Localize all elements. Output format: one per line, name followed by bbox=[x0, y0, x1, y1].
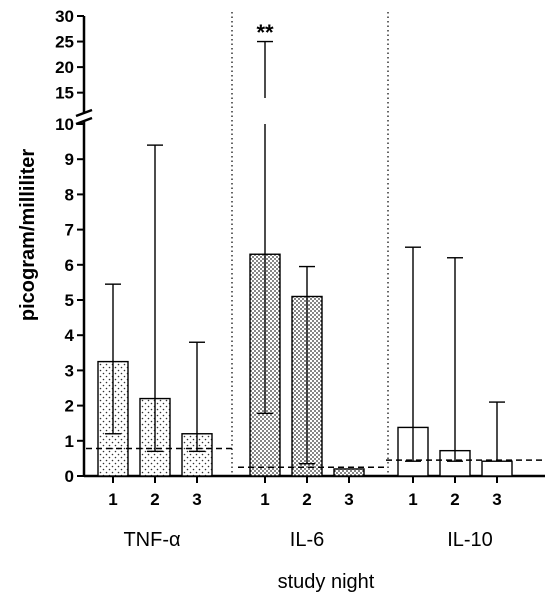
group-label: TNF-α bbox=[123, 529, 180, 551]
y-tick-label: 6 bbox=[65, 256, 74, 275]
bar bbox=[333, 468, 365, 477]
x-axis-label: study night bbox=[278, 571, 375, 593]
y-tick-label: 20 bbox=[55, 58, 74, 77]
x-tick-label: 3 bbox=[492, 490, 501, 509]
y-tick-label: 25 bbox=[55, 33, 74, 52]
x-tick-label: 2 bbox=[302, 490, 311, 509]
bars bbox=[97, 253, 513, 477]
y-tick-label: 15 bbox=[55, 84, 74, 103]
y-tick-label: 10 bbox=[55, 115, 74, 134]
x-tick-label: 2 bbox=[150, 490, 159, 509]
y-tick-label: 8 bbox=[65, 185, 74, 204]
significance-annotation: ** bbox=[256, 20, 274, 45]
y-tick-label: 1 bbox=[65, 432, 74, 451]
group-label: IL-6 bbox=[290, 529, 324, 551]
x-tick-label: 3 bbox=[344, 490, 353, 509]
axis-break-mark bbox=[75, 108, 93, 118]
y-tick-label: 7 bbox=[65, 221, 74, 240]
x-tick-label: 1 bbox=[108, 490, 117, 509]
y-tick-label: 9 bbox=[65, 150, 74, 169]
y-tick-label: 30 bbox=[55, 7, 74, 26]
y-axis-label: picogram/milliliter bbox=[17, 149, 39, 321]
x-tick-label: 1 bbox=[408, 490, 417, 509]
y-tick-label: 5 bbox=[65, 291, 74, 310]
x-tick-label: 2 bbox=[450, 490, 459, 509]
group-label: IL-10 bbox=[447, 529, 493, 551]
group-separators bbox=[231, 12, 389, 476]
x-tick-label: 1 bbox=[260, 490, 269, 509]
y-tick-label: 3 bbox=[65, 361, 74, 380]
y-tick-label: 4 bbox=[65, 326, 75, 345]
error-bars bbox=[105, 40, 505, 465]
y-ticks: 0 1 2 3 4 5 6 7 8 9 10 15 20 25 30 bbox=[55, 7, 84, 486]
y-tick-label: 0 bbox=[65, 467, 74, 486]
y-tick-label: 2 bbox=[65, 397, 74, 416]
x-labels: 1 2 3 TNF-α 1 ** 2 3 IL-6 1 2 3 IL-10 bbox=[108, 20, 501, 551]
reference-lines bbox=[86, 447, 545, 468]
bar bbox=[481, 460, 513, 477]
x-tick-label: 3 bbox=[192, 490, 201, 509]
